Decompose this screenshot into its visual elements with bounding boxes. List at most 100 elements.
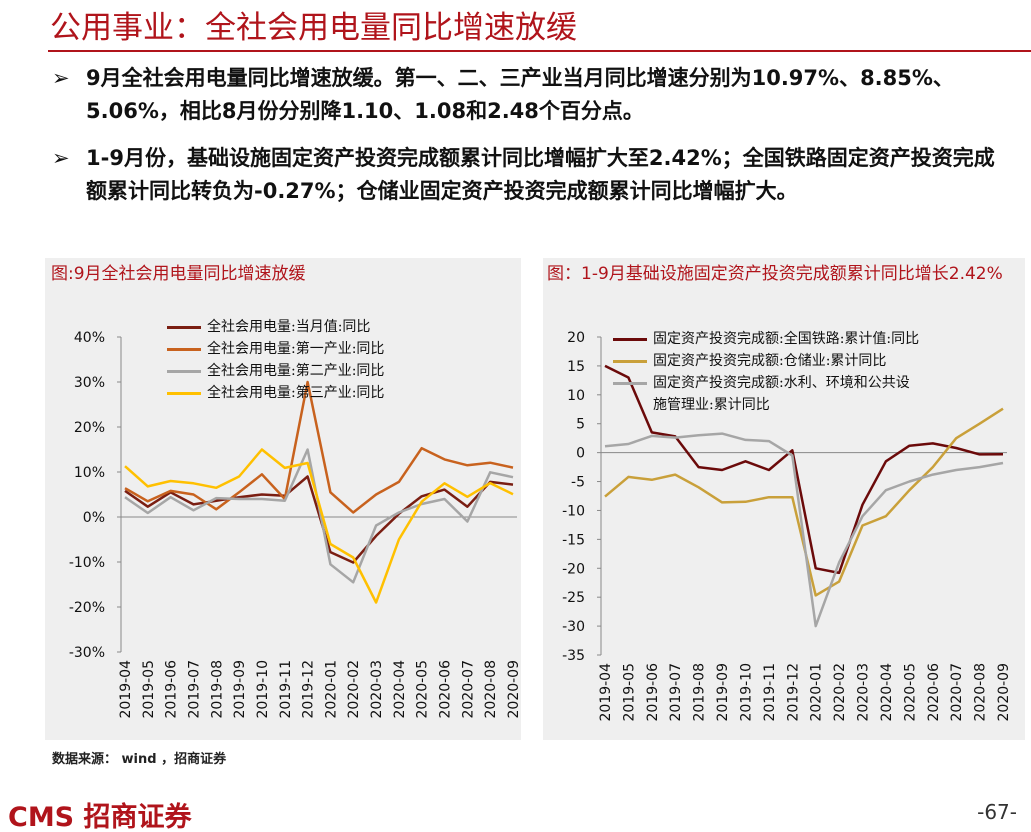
x-tick-label: 2020-05 <box>902 663 918 722</box>
legend-label: 固定资产投资完成额:水利、环境和公共设施管理业:累计同比 <box>653 375 910 413</box>
legend-label: 固定资产投资完成额:全国铁路:累计值:同比 <box>653 331 920 347</box>
chart-title: 图:9月全社会用电量同比增速放缓 <box>51 264 306 284</box>
y-tick-label: -5 <box>571 475 585 491</box>
y-tick-label: -30% <box>69 645 105 661</box>
legend-item: 固定资产投资完成额:水利、环境和公共设施管理业:累计同比 <box>613 372 923 416</box>
logo: CMS 招商证券 <box>8 802 192 832</box>
y-tick-label: -30 <box>562 619 585 635</box>
y-tick-label: -15 <box>562 532 585 548</box>
x-tick-label: 2019-06 <box>645 663 661 722</box>
x-tick-label: 2019-04 <box>598 663 614 722</box>
y-tick-label: -10 <box>562 503 585 519</box>
legend-swatch <box>167 348 201 351</box>
x-tick-label: 2020-09 <box>996 663 1012 722</box>
x-tick-label: 2019-05 <box>621 663 637 722</box>
legend-label: 全社会用电量:第三产业:同比 <box>207 385 385 401</box>
legend-item: 全社会用电量:当月值:同比 <box>167 316 487 338</box>
x-tick-label: 2019-11 <box>278 660 294 719</box>
y-tick-label: 40% <box>74 330 105 346</box>
y-tick-label: -20% <box>69 600 105 616</box>
x-tick-label: 2019-07 <box>186 660 202 719</box>
legend-swatch <box>613 360 647 363</box>
bullet-text: 1-9月份，基础设施固定资产投资完成额累计同比增幅扩大至2.42%；全国铁路固定… <box>86 146 995 203</box>
bullet-text: 9月全社会用电量同比增速放缓。第一、二、三产业当月同比增速分别为10.97%、8… <box>86 66 954 123</box>
chart-panel: 图:9月全社会用电量同比增速放缓 -30% -20% -10% 0% 10% 20% 30%… <box>45 258 521 740</box>
x-tick-label: 2019-10 <box>255 660 271 719</box>
source-note: 数据来源： wind ，招商证券 <box>52 752 227 767</box>
x-tick-label: 2020-06 <box>438 660 454 719</box>
x-tick-label: 2020-02 <box>346 660 362 719</box>
chart: -35 -30 -25 -20 -15 -10 -5 0 5 10 15 20 2019-04 2019-… <box>562 330 1012 722</box>
y-tick-label: 5 <box>576 417 585 433</box>
legend-swatch <box>167 392 201 395</box>
line-series <box>124 475 514 564</box>
legend-label: 固定资产投资完成额:仓储业:累计同比 <box>653 353 887 369</box>
y-tick-label: 0 <box>576 446 585 462</box>
x-tick-label: 2020-03 <box>856 663 872 722</box>
x-tick-label: 2019-08 <box>692 663 708 722</box>
legend-item: 全社会用电量:第一产业:同比 <box>167 338 487 360</box>
y-tick-label: 30% <box>74 375 105 391</box>
legend-item: 全社会用电量:第二产业:同比 <box>167 360 487 382</box>
line-series <box>604 432 1004 628</box>
x-tick-label: 2020-05 <box>415 660 431 719</box>
y-tick-label: 10% <box>74 465 105 481</box>
legend-item: 固定资产投资完成额:全国铁路:累计值:同比 <box>613 328 923 350</box>
x-tick-label: 2020-01 <box>809 663 825 722</box>
y-tick-label: -10% <box>69 555 105 571</box>
chart-title: 图：1-9月基础设施固定资产投资完成额累计同比增长2.42% <box>547 264 1003 284</box>
line-series <box>604 364 1004 575</box>
bullet: ➢ 9月全社会用电量同比增速放缓。第一、二、三产业当月同比增速分别为10.97%、… <box>52 62 1012 128</box>
x-tick-label: 2019-04 <box>118 660 134 719</box>
x-tick-label: 2020-08 <box>973 663 989 722</box>
legend-label: 全社会用电量:第二产业:同比 <box>207 363 385 379</box>
slide-title: 公用事业：全社会用电量同比增速放缓 <box>50 10 577 46</box>
x-tick-label: 2019-10 <box>738 663 754 722</box>
x-tick-label: 2020-08 <box>483 660 499 719</box>
y-tick-label: -20 <box>562 561 585 577</box>
x-tick-label: 2020-07 <box>460 660 476 719</box>
x-tick-label: 2019-11 <box>762 663 778 722</box>
y-tick-label: -35 <box>562 648 585 664</box>
legend-item: 全社会用电量:第三产业:同比 <box>167 382 487 404</box>
y-tick-label: 10 <box>567 388 585 404</box>
y-tick-label: -25 <box>562 590 585 606</box>
x-tick-label: 2020-09 <box>506 660 521 719</box>
y-tick-label: 0% <box>83 510 105 526</box>
y-tick-label: 15 <box>567 359 585 375</box>
x-tick-label: 2020-01 <box>323 660 339 719</box>
legend: 全社会用电量:当月值:同比 全社会用电量:第一产业:同比 全社会用电量:第二产业:同… <box>167 316 487 404</box>
x-tick-label: 2020-03 <box>369 660 385 719</box>
y-tick-label: 20% <box>74 420 105 436</box>
x-tick-label: 2019-05 <box>141 660 157 719</box>
y-tick-label: 20 <box>567 330 585 346</box>
bullet: ➢ 1-9月份，基础设施固定资产投资完成额累计同比增幅扩大至2.42%；全国铁路固… <box>52 142 1012 208</box>
legend: 固定资产投资完成额:全国铁路:累计值:同比 固定资产投资完成额:仓储业:累计同比固… <box>613 328 923 416</box>
legend-item: 固定资产投资完成额:仓储业:累计同比 <box>613 350 923 372</box>
x-tick-label: 2019-12 <box>785 663 801 722</box>
x-tick-label: 2019-09 <box>715 663 731 722</box>
legend-label: 全社会用电量:第一产业:同比 <box>207 341 385 357</box>
chart-panel: 图：1-9月基础设施固定资产投资完成额累计同比增长2.42% -35 -30 -25… <box>543 258 1025 740</box>
x-tick-label: 2019-06 <box>164 660 180 719</box>
legend-swatch <box>167 370 201 373</box>
line-series <box>124 380 514 514</box>
title-rule <box>48 50 1031 52</box>
legend-swatch <box>613 382 647 385</box>
line-series <box>124 448 514 604</box>
chart: -30% -20% -10% 0% 10% 20% 30% 40% 2019-04 2019-05… <box>69 330 521 719</box>
x-tick-label: 2019-08 <box>209 660 225 719</box>
x-tick-label: 2020-04 <box>879 663 895 722</box>
x-tick-label: 2019-07 <box>668 663 684 722</box>
legend-swatch <box>167 326 201 329</box>
x-tick-label: 2019-09 <box>232 660 248 719</box>
x-tick-label: 2020-02 <box>832 663 848 722</box>
x-tick-label: 2020-07 <box>949 663 965 722</box>
legend-swatch <box>613 338 647 341</box>
page-number: -67- <box>977 800 1017 824</box>
x-tick-label: 2019-12 <box>301 660 317 719</box>
x-tick-label: 2020-04 <box>392 660 408 719</box>
x-tick-label: 2020-06 <box>926 663 942 722</box>
legend-label: 全社会用电量:当月值:同比 <box>207 319 371 335</box>
